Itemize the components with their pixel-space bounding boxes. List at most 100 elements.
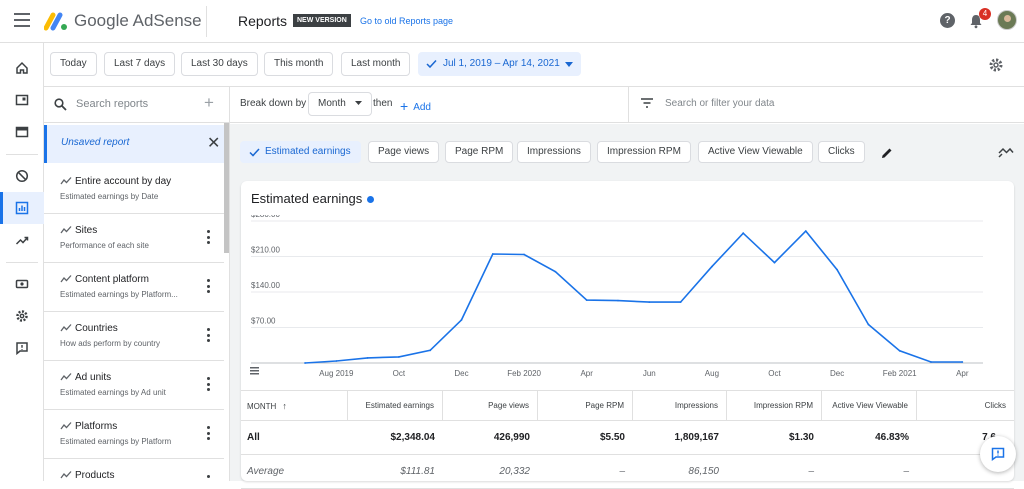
x-tick-label: Feb 2020	[507, 369, 541, 378]
saved-report-item[interactable]: Countries How ads perform by country	[44, 312, 224, 361]
metric-chip[interactable]: Clicks	[818, 141, 865, 163]
dropdown-arrow-icon	[564, 62, 573, 67]
breakdown-label: Break down by	[240, 98, 307, 109]
trend-view-icon[interactable]	[998, 146, 1014, 158]
breakdown-dimension-select[interactable]: Month	[308, 92, 372, 116]
metric-chip[interactable]: Estimated earnings	[240, 141, 361, 163]
column-header[interactable]: Impressions	[633, 391, 727, 421]
nav-feedback[interactable]	[0, 332, 44, 364]
more-vert-icon[interactable]	[206, 230, 210, 244]
search-reports[interactable]: Search reports +	[44, 87, 229, 123]
column-header[interactable]: Page RPM	[538, 391, 633, 421]
data-point	[554, 270, 557, 273]
date-chip-last-7-days[interactable]: Last 7 days	[104, 52, 176, 76]
ads-icon	[15, 94, 29, 106]
main-menu-icon[interactable]	[14, 13, 30, 27]
column-header[interactable]: Clicks	[917, 391, 1014, 421]
old-reports-link[interactable]: Go to old Reports page	[360, 16, 454, 26]
metric-chip[interactable]: Impression RPM	[597, 141, 691, 163]
more-vert-icon[interactable]	[206, 377, 210, 391]
metric-chip[interactable]: Page RPM	[445, 141, 514, 163]
saved-reports-panel: Search reports + Unsaved report ✕ Entire…	[44, 87, 230, 481]
table-cell: –	[619, 466, 625, 477]
more-vert-icon[interactable]	[206, 328, 210, 342]
reports-icon	[15, 201, 29, 215]
column-header-label: Impressions	[674, 401, 718, 410]
search-reports-input[interactable]: Search reports	[76, 98, 149, 110]
report-subtitle: Estimated earnings by Platform	[60, 437, 172, 446]
more-vert-icon[interactable]	[206, 279, 210, 293]
report-title: Platforms	[75, 421, 118, 432]
dropdown-arrow-icon	[354, 101, 362, 106]
metric-chip[interactable]: Impressions	[517, 141, 591, 163]
column-header[interactable]: Active View Viewable	[822, 391, 917, 421]
report-title: Entire account by day	[75, 176, 172, 187]
payments-icon	[15, 279, 29, 289]
column-header-label: Active View Viewable	[832, 401, 908, 410]
help-icon[interactable]: ?	[940, 13, 955, 28]
x-tick-label: Aug	[705, 369, 719, 378]
nav-payments[interactable]	[0, 268, 44, 300]
earnings-series-line	[304, 229, 963, 364]
column-header[interactable]: Page views	[443, 391, 538, 421]
saved-report-item[interactable]: Ad units Estimated earnings by Ad unit	[44, 361, 224, 410]
x-tick-label: Apr	[956, 369, 969, 378]
nav-blocking-controls[interactable]	[0, 160, 44, 192]
add-report-icon[interactable]: +	[204, 93, 214, 112]
nav-ads[interactable]	[0, 84, 44, 116]
report-trend-icon	[60, 177, 72, 185]
date-chip-this-month[interactable]: This month	[264, 52, 334, 76]
nav-account[interactable]	[0, 300, 44, 332]
home-icon	[16, 61, 28, 74]
x-tick-label: Apr	[580, 369, 593, 378]
date-range-selector[interactable]: Jul 1, 2019 – Apr 14, 2021	[418, 52, 581, 76]
column-header-label: MONTH	[247, 402, 277, 411]
table-cell: $1.30	[788, 432, 814, 443]
unsaved-report-item[interactable]: Unsaved report ✕	[44, 125, 224, 163]
close-icon[interactable]: ✕	[207, 135, 221, 152]
date-chip-last-month[interactable]: Last month	[341, 52, 411, 76]
metric-chip[interactable]: Active View Viewable	[698, 141, 813, 163]
report-title: Ad units	[75, 372, 112, 383]
data-point	[773, 261, 776, 264]
account-avatar[interactable]	[997, 10, 1017, 30]
metric-chip[interactable]: Page views	[368, 141, 440, 163]
saved-report-item[interactable]: Platforms Estimated earnings by Platform	[44, 410, 224, 459]
column-header[interactable]: Impression RPM	[727, 391, 822, 421]
nav-sites[interactable]	[0, 116, 44, 148]
saved-report-item[interactable]: Content platform Estimated earnings by Pl…	[44, 263, 224, 312]
metric-label: Estimated earnings	[265, 146, 351, 157]
metric-label: Impression RPM	[607, 146, 681, 157]
sidebar-scrollbar[interactable]	[224, 123, 229, 253]
filter-input[interactable]: Search or filter your data	[665, 98, 775, 109]
report-subtitle: How ads perform by country	[60, 339, 161, 348]
report-title: Content platform	[75, 274, 149, 285]
date-chip-today[interactable]: Today	[50, 52, 97, 76]
date-chip-last-30-days[interactable]: Last 30 days	[181, 52, 258, 76]
column-header[interactable]: Estimated earnings	[348, 391, 443, 421]
nav-optimization[interactable]	[0, 224, 44, 256]
add-dimension-label: Add	[413, 102, 431, 113]
brand-name: Google AdSense	[74, 11, 202, 30]
edit-metrics-pencil-icon[interactable]	[880, 146, 894, 160]
more-vert-icon[interactable]	[206, 426, 210, 440]
data-point	[617, 299, 619, 302]
chart-list-icon[interactable]	[250, 367, 259, 375]
notifications-bell-icon[interactable]	[968, 13, 984, 29]
nav-home[interactable]	[0, 52, 44, 84]
unsaved-report-label: Unsaved report	[61, 137, 130, 148]
more-vert-icon[interactable]	[206, 475, 210, 481]
saved-report-item[interactable]: Entire account by day Estimated earnings …	[44, 165, 224, 214]
y-tick-label: $140.00	[251, 281, 280, 290]
nav-reports[interactable]	[0, 192, 44, 224]
data-point	[304, 362, 306, 364]
add-dimension-button[interactable]: + Add	[400, 97, 431, 114]
settings-gear-icon[interactable]	[988, 57, 1004, 73]
saved-report-item[interactable]: Products	[44, 459, 224, 481]
x-tick-label: Jun	[643, 369, 656, 378]
column-header[interactable]: MONTH ↑	[241, 391, 348, 421]
saved-report-item[interactable]: Sites Performance of each site	[44, 214, 224, 263]
data-point	[898, 349, 901, 352]
feedback-fab[interactable]	[980, 436, 1016, 472]
x-tick-label: Aug 2019	[319, 369, 354, 378]
